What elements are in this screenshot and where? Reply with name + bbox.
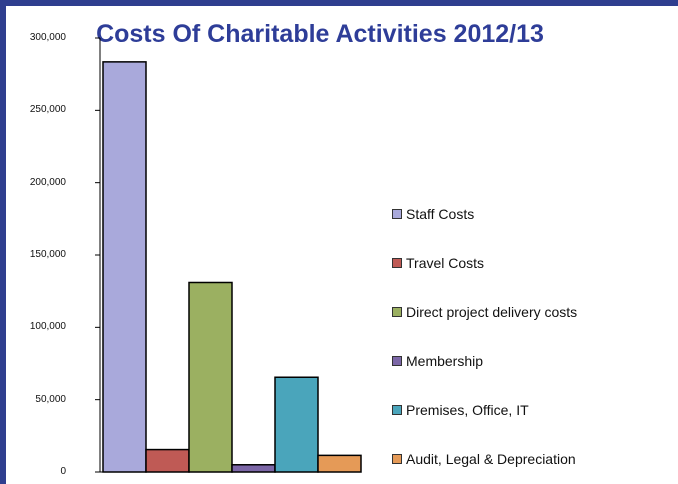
legend-label: Staff Costs <box>406 206 475 222</box>
bar-0 <box>102 61 147 473</box>
y-tick-label: 250,000 <box>29 104 66 116</box>
legend-swatch <box>392 454 402 464</box>
legend-label: Direct project delivery costs <box>406 304 578 320</box>
legend-item: Staff Costs <box>392 206 474 222</box>
legend-label: Membership <box>406 353 484 369</box>
legend-swatch <box>392 356 402 366</box>
y-tick-label: 300,000 <box>29 32 66 43</box>
bar-4 <box>274 376 319 473</box>
legend-label: Audit, Legal & Depreciation <box>406 451 576 467</box>
y-tick-label: 100,000 <box>29 321 66 333</box>
legend-item: Premises, Office, IT <box>392 402 529 418</box>
legend-item: Audit, Legal & Depreciation <box>392 451 576 467</box>
legend-swatch <box>392 209 402 219</box>
legend-item: Direct project delivery costs <box>392 304 577 320</box>
legend-label: Travel Costs <box>406 255 485 271</box>
chart-title: Costs Of Charitable Activities 2012/13 <box>96 20 544 48</box>
top-border <box>0 0 678 6</box>
legend-swatch <box>392 258 402 268</box>
legend-label: Premises, Office, IT <box>406 402 529 418</box>
y-tick-label: 150,000 <box>29 249 66 260</box>
legend-item: Travel Costs <box>392 255 484 271</box>
legend-swatch <box>392 405 402 415</box>
bar-5 <box>317 454 362 473</box>
y-tick-label: 0 <box>60 466 66 477</box>
y-tick-label: 200,000 <box>29 176 66 188</box>
legend-item: Membership <box>392 353 483 369</box>
bar-1 <box>145 448 190 473</box>
left-border <box>0 0 6 484</box>
y-tick-label: 50,000 <box>35 393 66 405</box>
bar-3 <box>231 464 276 473</box>
bar-2 <box>188 281 233 473</box>
legend-swatch <box>392 307 402 317</box>
